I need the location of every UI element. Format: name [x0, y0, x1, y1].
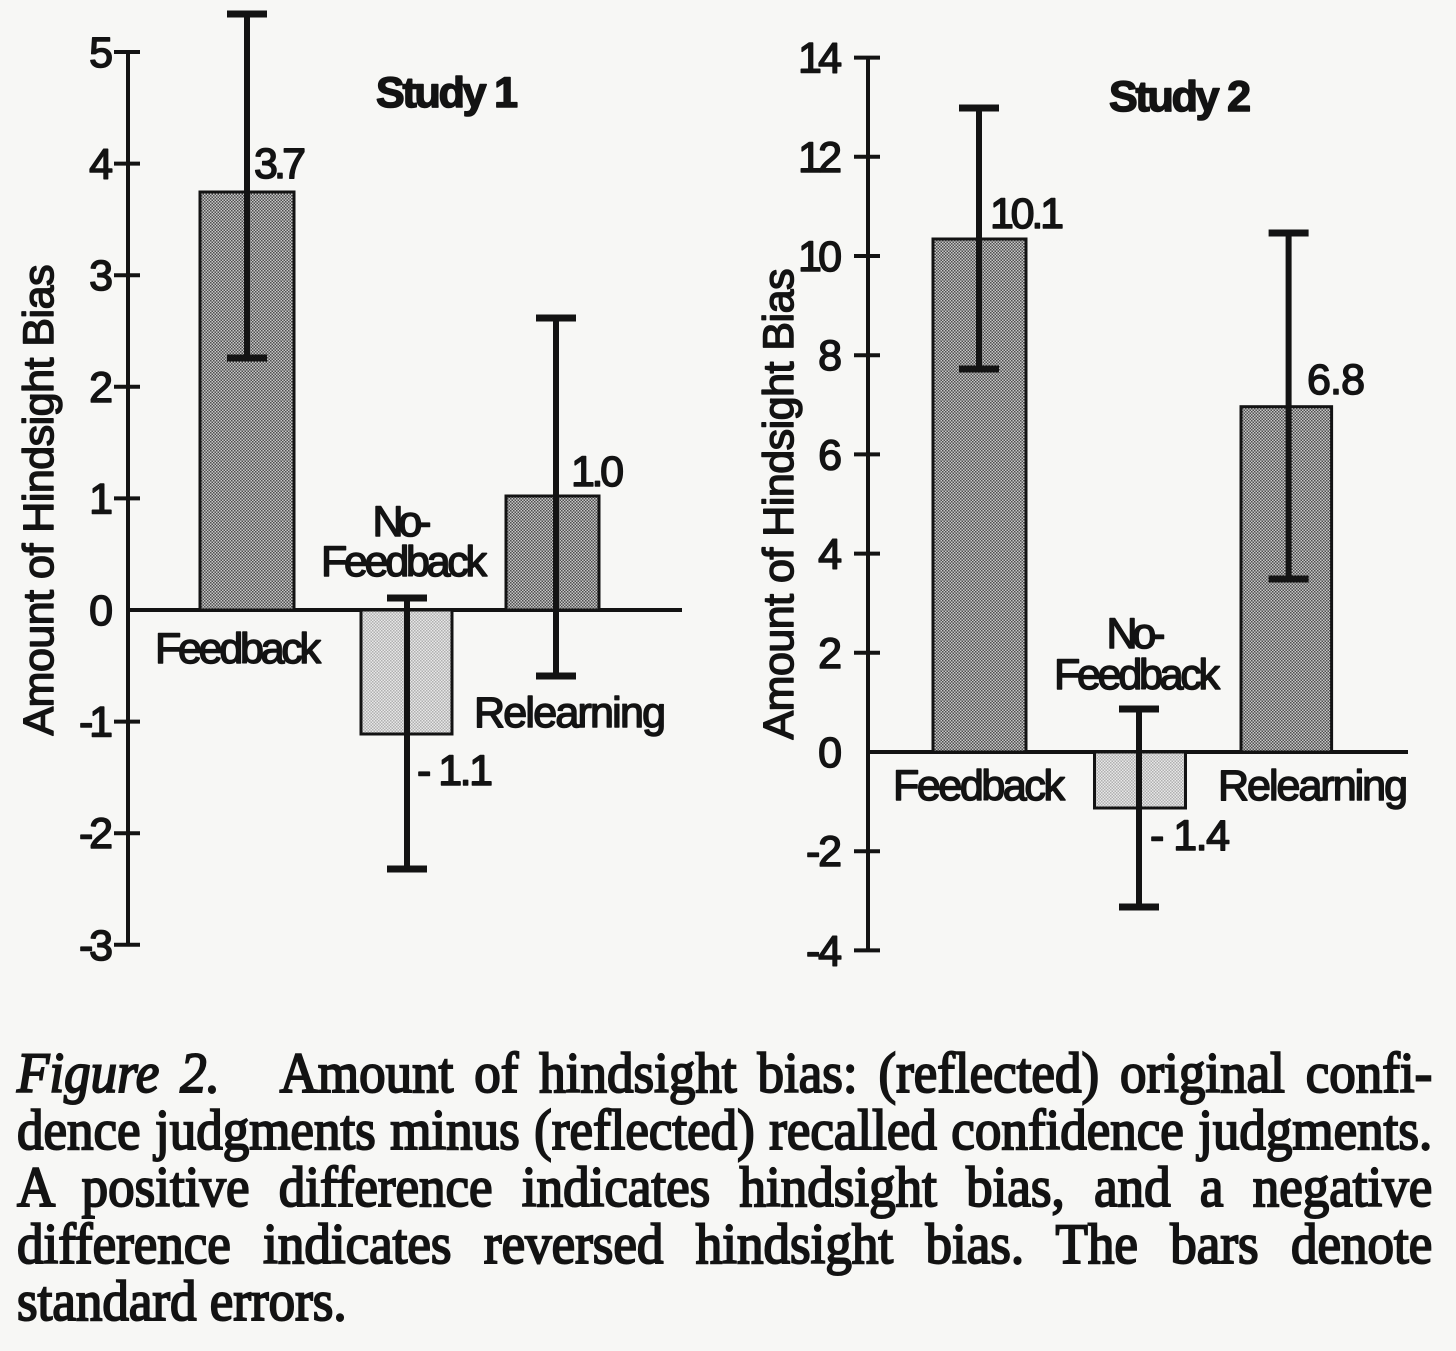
svg-text:10.1: 10.1 [990, 190, 1064, 238]
svg-text:4: 4 [818, 531, 842, 579]
svg-text:8: 8 [818, 332, 842, 380]
svg-text:-2: -2 [79, 810, 113, 858]
svg-text:14: 14 [798, 35, 842, 83]
svg-text:Relearning: Relearning [474, 689, 666, 737]
svg-text:Study 1: Study 1 [376, 69, 518, 117]
svg-text:-3: -3 [79, 922, 113, 970]
svg-text:0: 0 [89, 587, 113, 635]
svg-text:Feedback: Feedback [893, 762, 1066, 810]
svg-text:2: 2 [818, 630, 842, 678]
svg-text:Feedback: Feedback [321, 538, 488, 586]
svg-text:-1: -1 [79, 699, 113, 747]
svg-text:3: 3 [89, 252, 113, 300]
svg-text:Amount of Hindsight Bias: Amount of Hindsight Bias [755, 269, 803, 740]
svg-text:10: 10 [798, 233, 842, 281]
svg-text:12: 12 [798, 134, 842, 182]
svg-text:-2: -2 [806, 828, 842, 876]
svg-text:2: 2 [89, 364, 113, 412]
svg-text:Amount of Hindsight Bias: Amount of Hindsight Bias [15, 265, 63, 736]
svg-text:-4: -4 [806, 927, 842, 975]
svg-text:- 1.4: - 1.4 [1150, 812, 1230, 860]
svg-text:Relearning: Relearning [1218, 762, 1408, 810]
svg-text:1.0: 1.0 [571, 448, 624, 496]
svg-text:4: 4 [89, 141, 113, 189]
svg-text:No-: No- [373, 498, 432, 546]
svg-text:1: 1 [89, 475, 113, 523]
svg-text:Feedback: Feedback [155, 625, 322, 673]
svg-text:5: 5 [89, 29, 113, 77]
svg-text:6: 6 [818, 431, 842, 479]
svg-text:3.7: 3.7 [254, 140, 306, 188]
svg-text:No-: No- [1107, 610, 1166, 658]
svg-text:Study 2: Study 2 [1109, 73, 1251, 121]
svg-text:6.8: 6.8 [1307, 356, 1365, 404]
svg-text:0: 0 [818, 729, 842, 777]
svg-text:- 1.1: - 1.1 [417, 747, 493, 795]
svg-text:Feedback: Feedback [1054, 651, 1221, 699]
